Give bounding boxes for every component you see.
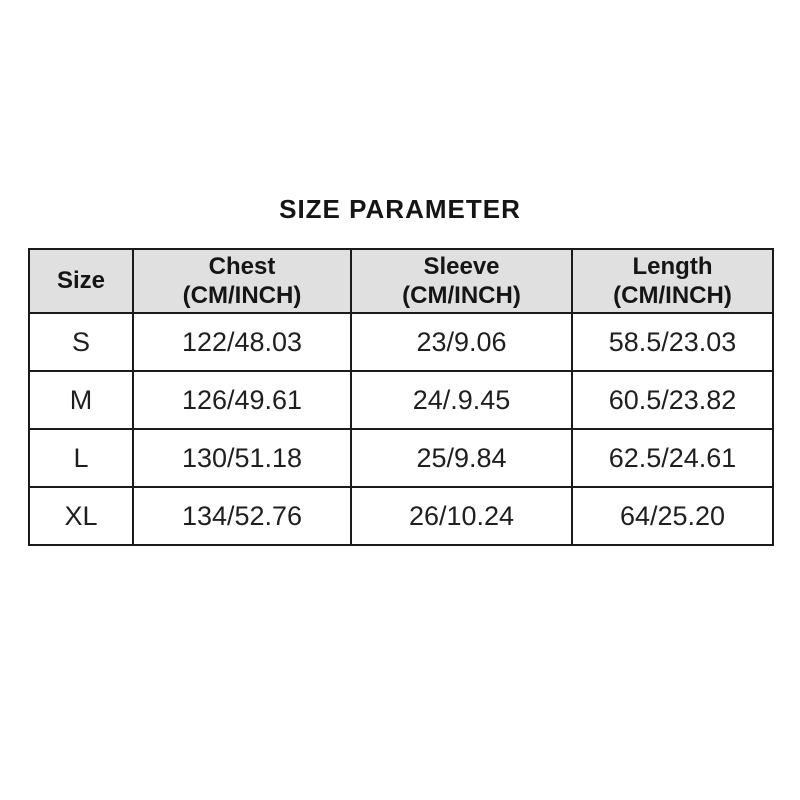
cell-size: L — [28, 428, 134, 488]
column-header-label: Sleeve — [423, 252, 500, 280]
table-row: M 126/49.61 24/.9.45 60.5/23.82 — [28, 370, 774, 430]
cell-size: XL — [28, 486, 134, 546]
cell-length: 58.5/23.03 — [571, 312, 774, 372]
table-row: L 130/51.18 25/9.84 62.5/24.61 — [28, 428, 774, 488]
column-header-size: Size — [28, 248, 134, 314]
cell-sleeve: 24/.9.45 — [350, 370, 573, 430]
table-row: XL 134/52.76 26/10.24 64/25.20 — [28, 486, 774, 546]
column-header-label: Size — [56, 267, 106, 295]
cell-length: 64/25.20 — [571, 486, 774, 546]
cell-chest: 122/48.03 — [132, 312, 352, 372]
column-header-unit: (CM/INCH) — [182, 282, 302, 309]
column-header-chest: Chest (CM/INCH) — [132, 248, 352, 314]
column-header-sleeve: Sleeve (CM/INCH) — [350, 248, 573, 314]
column-header-length: Length (CM/INCH) — [571, 248, 774, 314]
table-row: S 122/48.03 23/9.06 58.5/23.03 — [28, 312, 774, 372]
cell-sleeve: 26/10.24 — [350, 486, 573, 546]
column-header-label: Chest — [208, 252, 276, 280]
size-parameter-table: Size Chest (CM/INCH) Sleeve (CM/INCH) Le… — [28, 248, 774, 546]
cell-length: 62.5/24.61 — [571, 428, 774, 488]
cell-chest: 134/52.76 — [132, 486, 352, 546]
cell-size: M — [28, 370, 134, 430]
cell-chest: 130/51.18 — [132, 428, 352, 488]
cell-size: S — [28, 312, 134, 372]
column-header-label: Length — [632, 252, 713, 280]
table-header-row: Size Chest (CM/INCH) Sleeve (CM/INCH) Le… — [28, 248, 774, 314]
cell-sleeve: 25/9.84 — [350, 428, 573, 488]
cell-length: 60.5/23.82 — [571, 370, 774, 430]
cell-sleeve: 23/9.06 — [350, 312, 573, 372]
page-title: SIZE PARAMETER — [279, 194, 521, 224]
column-header-unit: (CM/INCH) — [402, 282, 521, 309]
cell-chest: 126/49.61 — [132, 370, 352, 430]
column-header-unit: (CM/INCH) — [613, 282, 732, 309]
